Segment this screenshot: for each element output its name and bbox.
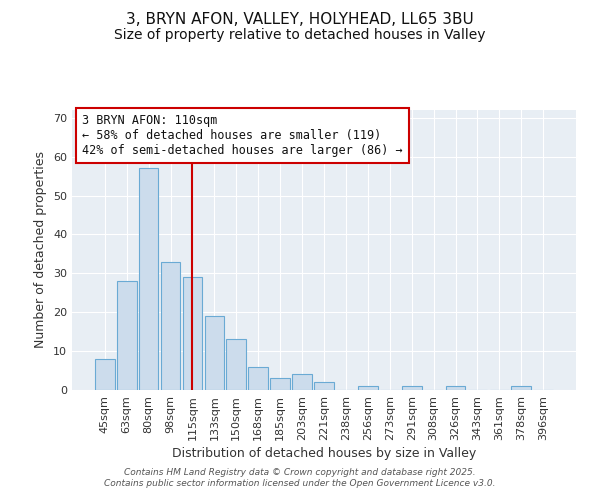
Bar [205, 316, 224, 390]
Bar [182, 277, 202, 390]
Y-axis label: Number of detached properties: Number of detached properties [34, 152, 47, 348]
Text: Size of property relative to detached houses in Valley: Size of property relative to detached ho… [114, 28, 486, 42]
Bar [226, 340, 246, 390]
Bar [292, 374, 312, 390]
Bar [95, 359, 115, 390]
Bar [358, 386, 378, 390]
Bar [117, 281, 137, 390]
Bar [139, 168, 158, 390]
Bar [314, 382, 334, 390]
Text: Contains HM Land Registry data © Crown copyright and database right 2025.
Contai: Contains HM Land Registry data © Crown c… [104, 468, 496, 487]
X-axis label: Distribution of detached houses by size in Valley: Distribution of detached houses by size … [172, 447, 476, 460]
Bar [446, 386, 466, 390]
Bar [248, 366, 268, 390]
Text: 3 BRYN AFON: 110sqm
← 58% of detached houses are smaller (119)
42% of semi-detac: 3 BRYN AFON: 110sqm ← 58% of detached ho… [82, 114, 403, 157]
Bar [402, 386, 422, 390]
Bar [161, 262, 181, 390]
Bar [511, 386, 531, 390]
Text: 3, BRYN AFON, VALLEY, HOLYHEAD, LL65 3BU: 3, BRYN AFON, VALLEY, HOLYHEAD, LL65 3BU [126, 12, 474, 28]
Bar [270, 378, 290, 390]
